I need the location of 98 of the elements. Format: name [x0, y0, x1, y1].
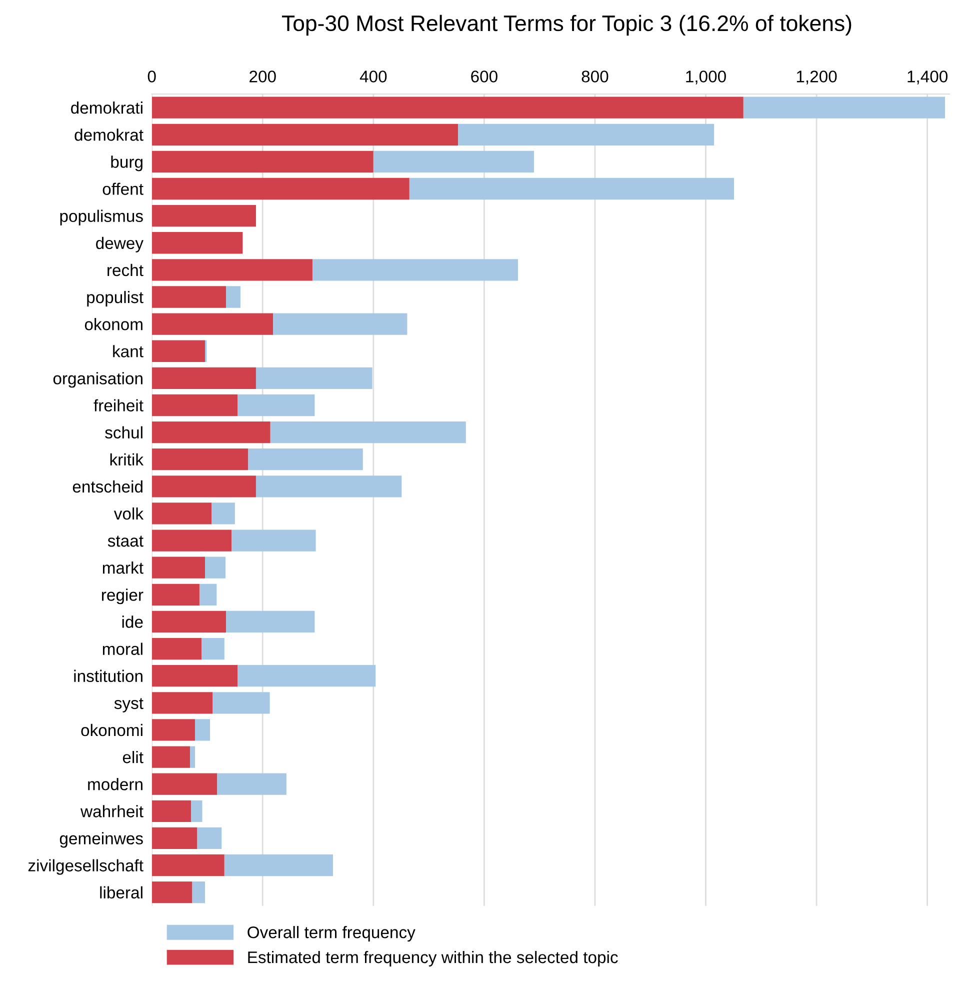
x-tick-label: 800 [582, 70, 608, 82]
bar [152, 204, 256, 227]
y-tick-label: okonom [84, 318, 142, 330]
y-tick-label: kritik [110, 453, 144, 466]
bar [212, 502, 235, 524]
y-tick-label: gemeinwes [60, 832, 143, 848]
bar [152, 746, 190, 768]
bar [152, 854, 224, 876]
bar [270, 421, 466, 444]
bar [224, 854, 333, 876]
bar [152, 502, 212, 524]
y-tick-label: syst [114, 698, 144, 712]
bar [152, 313, 274, 335]
chart-title: Top-30 Most Relevant Terms for Topic 3 (16.2% of tokens) [282, 14, 852, 36]
bar [152, 719, 196, 741]
bar [217, 773, 286, 795]
bar [192, 881, 206, 904]
y-tick-label: elit [122, 750, 144, 764]
bar [199, 584, 217, 606]
bar [197, 827, 222, 850]
bar [152, 448, 248, 470]
bar [152, 692, 213, 714]
bar [152, 638, 202, 660]
y-tick-label: burg [111, 156, 142, 172]
bar [226, 610, 315, 633]
bar [195, 719, 210, 741]
bar [152, 421, 270, 444]
y-tick-label: okonomi [81, 724, 142, 736]
bar [191, 800, 202, 822]
bar [152, 827, 198, 850]
bar [152, 556, 206, 578]
y-tick-label: zivilgesellschaft [28, 859, 144, 875]
y-tick-label: offent [102, 182, 144, 195]
bar [273, 313, 408, 335]
bar [152, 881, 192, 904]
y-tick-label: demokrati [71, 102, 142, 114]
bar [256, 367, 372, 390]
bar [152, 286, 226, 308]
x-tick-label: 600 [471, 70, 498, 82]
y-tick-label: wahrheit [80, 805, 144, 818]
y-tick-label: modern [88, 778, 142, 790]
bar [152, 259, 312, 281]
bar [256, 476, 402, 498]
bar [152, 530, 232, 552]
bar [152, 124, 458, 146]
y-tick-label: populismus [60, 210, 143, 226]
y-tick-label: recht [108, 264, 144, 276]
bar [458, 124, 714, 146]
bar [152, 96, 744, 118]
bar [152, 394, 238, 416]
bar [152, 773, 218, 795]
y-tick-label: populist [87, 290, 144, 306]
bar [190, 746, 196, 768]
y-tick-label: freiheit [94, 399, 144, 412]
bar [232, 530, 316, 552]
bar [152, 800, 192, 822]
y-tick-label: entscheid [72, 480, 142, 493]
bar [152, 340, 206, 362]
y-tick-label: schul [105, 426, 142, 439]
bar [373, 150, 534, 173]
bar [248, 448, 363, 470]
bar [226, 286, 240, 308]
y-tick-label: regier [102, 588, 144, 604]
bar [152, 584, 200, 606]
y-tick-label: moral [102, 642, 142, 655]
y-tick-label: markt [102, 562, 144, 574]
bar [152, 178, 410, 200]
bar [152, 367, 256, 390]
bar [152, 476, 256, 498]
bar [212, 692, 270, 714]
bar [152, 232, 243, 254]
bar [152, 665, 238, 687]
y-tick-label: kant [113, 345, 144, 358]
bar [312, 259, 518, 281]
y-tick-label: dewey [96, 236, 144, 252]
y-tick-label: institution [74, 670, 142, 682]
y-tick-label: liberal [100, 886, 142, 899]
x-tick-label: 1,000 [686, 70, 726, 84]
bar [152, 150, 374, 173]
bar [238, 394, 315, 416]
y-tick-label: volk [114, 507, 144, 520]
bar [409, 178, 734, 200]
x-tick-label: 1,200 [796, 70, 837, 84]
y-tick-label: organisation [53, 372, 142, 388]
legend-label: Estimated term frequency within the selected topic [248, 950, 618, 966]
y-tick-label: ide [122, 616, 143, 628]
x-tick-label: 1,400 [908, 70, 948, 84]
y-tick-label: staat [108, 536, 144, 547]
y-tick-label: demokrat [74, 128, 144, 141]
bar [202, 638, 224, 660]
bar [152, 610, 226, 633]
bar [743, 96, 946, 118]
x-tick-label: 200 [250, 70, 276, 82]
bar [205, 556, 226, 578]
x-tick-label: 0 [148, 70, 156, 82]
bar [238, 665, 376, 687]
legend-label: Overall term frequency [248, 926, 416, 942]
x-tick-label: 400 [360, 70, 387, 82]
